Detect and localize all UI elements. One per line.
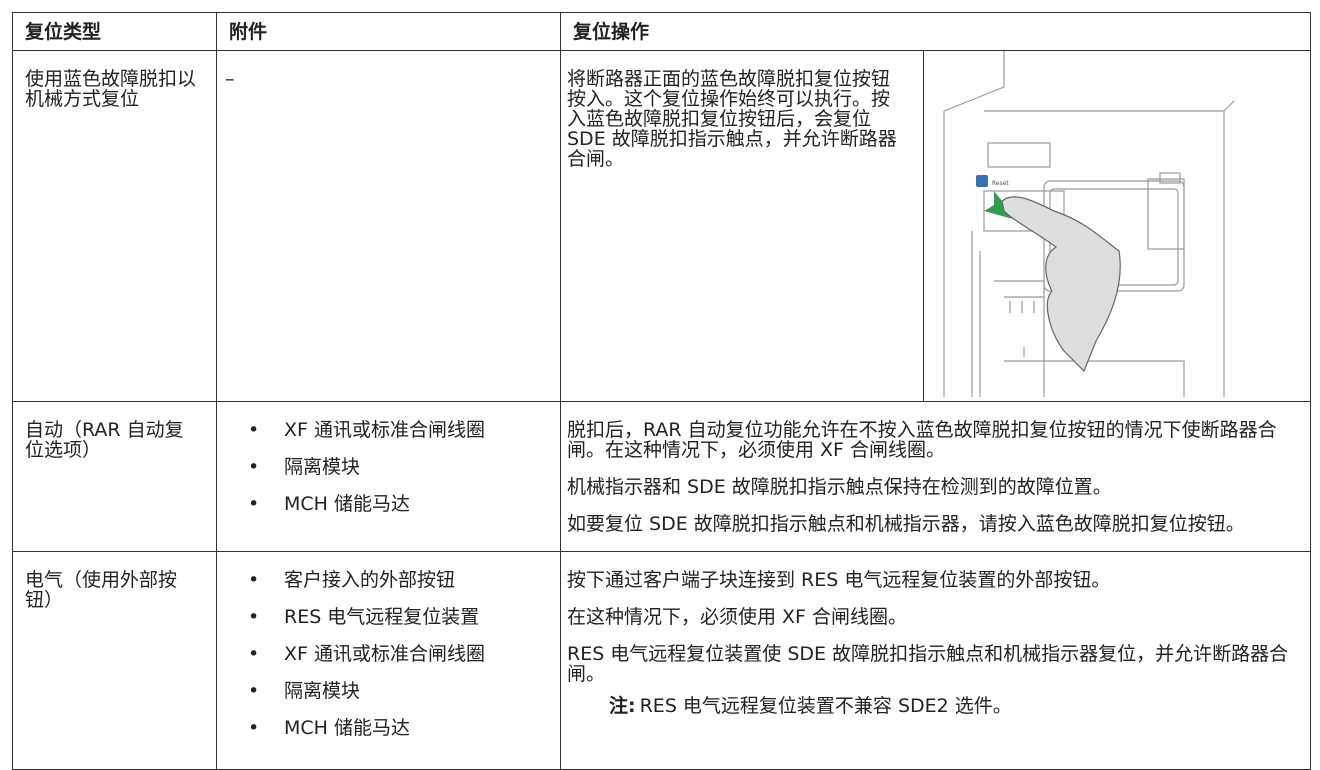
operation-paragraph: RES 电气远程复位装置使 SDE 故障脱扣指示触点和机械指示器复位，并允许断路… <box>567 643 1289 685</box>
table-row: 电气（使用外部按钮） 客户接入的外部按钮 RES 电气远程复位装置 XF 通讯或标准合… <box>12 551 1311 770</box>
accessory-item: 隔离模块 <box>225 681 552 701</box>
operation-cell: 将断路器正面的蓝色故障脱扣复位按钮按入。这个复位操作始终可以执行。按入蓝色故障脱… <box>560 50 1311 402</box>
reset-button <box>976 175 988 187</box>
accessory-item: XF 通讯或标准合闸线圈 <box>225 420 552 440</box>
reset-table: 复位类型 附件 复位操作 使用蓝色故障脱扣以机械方式复位 – 将断路器正面的蓝色故障脱扣… <box>12 12 1311 770</box>
image-label: Reset <box>992 180 1009 187</box>
operation-cell: 脱扣后，RAR 自动复位功能允许在不按入蓝色故障脱扣复位按钮的情况下使断路器合闸… <box>560 401 1311 552</box>
accessory-item: 客户接入的外部按钮 <box>225 570 552 590</box>
column-header: 复位类型 <box>12 12 217 51</box>
operation-layout: 将断路器正面的蓝色故障脱扣复位按钮按入。这个复位操作始终可以执行。按入蓝色故障脱… <box>561 51 1310 401</box>
table-row: 自动（RAR 自动复位选项） XF 通讯或标准合闸线圈隔离模块 MCH 储能马达 脱扣… <box>12 401 1311 552</box>
accessory-item: XF 通讯或标准合闸线圈 <box>225 644 552 664</box>
operation-paragraph: 按下通过客户端子块连接到 RES 电气远程复位装置的外部按钮。 <box>567 569 1111 591</box>
note-text: RES 电气远程复位装置不兼容 SDE2 选件。 <box>639 695 1012 717</box>
operation-text: 将断路器正面的蓝色故障脱扣复位按钮按入。这个复位操作始终可以执行。按入蓝色故障脱… <box>561 51 923 401</box>
operation-paragraph: 机械指示器和 SDE 故障脱扣指示触点保持在检测到的故障位置。 <box>567 476 1112 498</box>
header-row: 复位类型 附件 复位操作 <box>12 12 1311 51</box>
reset-type: 自动（RAR 自动复位选项） <box>12 401 217 552</box>
column-header: 附件 <box>216 12 561 51</box>
operation-paragraph: 脱扣后，RAR 自动复位功能允许在不按入蓝色故障脱扣复位按钮的情况下使断路器合闸… <box>567 419 1277 461</box>
note: 注: RES 电气远程复位装置不兼容 SDE2 选件。 <box>567 696 1302 716</box>
operation-paragraph: 如要复位 SDE 故障脱扣指示触点和机械指示器，请按入蓝色故障脱扣复位按钮。 <box>567 513 1245 535</box>
breaker-illustration: Reset <box>943 51 1235 397</box>
reset-type: 电气（使用外部按钮） <box>12 551 217 770</box>
column-header: 复位操作 <box>560 12 1311 51</box>
hand <box>1001 196 1121 373</box>
accessory-item: MCH 储能马达 <box>225 494 552 514</box>
note-label: 注: <box>609 695 636 717</box>
operation-cell: 按下通过客户端子块连接到 RES 电气远程复位装置的外部按钮。 在这种情况下，必须… <box>560 551 1311 770</box>
accessory-item: RES 电气远程复位装置 <box>225 607 552 627</box>
accessory-list: XF 通讯或标准合闸线圈隔离模块 MCH 储能马达 <box>225 420 552 514</box>
reset-type: 使用蓝色故障脱扣以机械方式复位 <box>12 50 217 402</box>
accessories-cell: XF 通讯或标准合闸线圈隔离模块 MCH 储能马达 <box>216 401 561 552</box>
accessory-item: 隔离模块 <box>225 457 552 477</box>
accessories-cell: – <box>216 50 561 402</box>
table-row: 使用蓝色故障脱扣以机械方式复位 – 将断路器正面的蓝色故障脱扣复位按钮按入。这个复位… <box>12 50 1311 402</box>
operation-paragraph: 将断路器正面的蓝色故障脱扣复位按钮按入。这个复位操作始终可以执行。按入蓝色故障脱… <box>567 68 897 170</box>
page: 复位类型 附件 复位操作 使用蓝色故障脱扣以机械方式复位 – 将断路器正面的蓝色故障脱扣… <box>0 0 1320 744</box>
accessory-item: MCH 储能马达 <box>225 718 552 738</box>
illustration: Reset <box>923 51 1310 401</box>
operation-paragraph: 在这种情况下，必须使用 XF 合闸线圈。 <box>567 606 908 628</box>
accessories-cell: 客户接入的外部按钮 RES 电气远程复位装置 XF 通讯或标准合闸线圈隔离模块 MCH… <box>216 551 561 770</box>
accessory-list: 客户接入的外部按钮 RES 电气远程复位装置 XF 通讯或标准合闸线圈隔离模块 MCH… <box>225 570 552 738</box>
accessory: – <box>225 68 235 90</box>
